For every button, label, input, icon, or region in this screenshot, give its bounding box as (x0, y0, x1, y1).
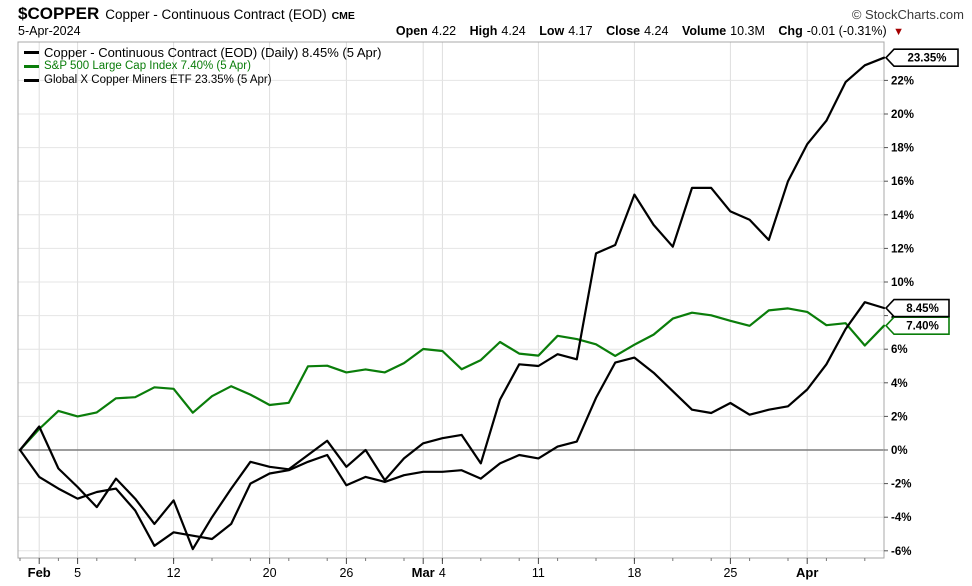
chart-legend: Copper - Continuous Contract (EOD) (Dail… (24, 45, 381, 87)
close-label: Close (606, 24, 641, 38)
series-line-copper-continuous-contract-eod (18, 301, 886, 547)
svg-text:12%: 12% (891, 243, 914, 255)
svg-text:22%: 22% (891, 75, 914, 87)
svg-text:-6%: -6% (891, 546, 911, 558)
legend-item: S&P 500 Large Cap Index 7.40% (5 Apr) (24, 59, 381, 73)
last-value-tag-global-x-copper-miners-etf: 23.35% (884, 48, 959, 68)
last-value-tag-s-p-500-large-cap-index: 7.40% (884, 316, 950, 335)
open-label: Open (395, 24, 428, 38)
svg-text:0%: 0% (891, 445, 908, 457)
close-value: 4.24 (644, 24, 669, 38)
legend-label: S&P 500 Large Cap Index 7.40% (5 Apr) (44, 60, 251, 72)
legend-line-swatch (24, 64, 39, 68)
svg-text:6%: 6% (891, 344, 908, 356)
svg-text:4: 4 (439, 566, 446, 580)
legend-label: Copper - Continuous Contract (EOD) (Dail… (44, 44, 382, 60)
legend-item: Global X Copper Miners ETF 23.35% (5 Apr… (24, 73, 381, 87)
svg-text:8.45%: 8.45% (906, 303, 939, 315)
series-line-global-x-copper-miners-etf (18, 56, 886, 551)
security-name: Copper - Continuous Contract (EOD) (105, 7, 327, 22)
change-down-triangle-icon: ▼ (893, 26, 904, 38)
svg-text:-4%: -4% (891, 512, 911, 524)
svg-text:Apr: Apr (796, 565, 818, 580)
svg-text:Mar: Mar (412, 565, 435, 580)
svg-text:14%: 14% (891, 210, 914, 222)
svg-text:26: 26 (339, 566, 353, 580)
change-value: -0.01 (-0.31%) (806, 24, 887, 38)
quote-row: 5-Apr-2024 Open 4.22 High 4.24 Low 4.17 Clo… (18, 24, 966, 41)
change-label: Chg (778, 24, 803, 38)
svg-text:18%: 18% (891, 143, 914, 155)
svg-text:4%: 4% (891, 378, 908, 390)
legend-line-swatch (24, 78, 39, 82)
svg-text:18: 18 (627, 566, 641, 580)
series-line-s-p-500-large-cap-index (18, 307, 886, 452)
svg-text:2%: 2% (891, 411, 908, 423)
svg-text:20: 20 (263, 566, 277, 580)
svg-text:20%: 20% (891, 109, 914, 121)
low-value: 4.17 (568, 24, 593, 38)
high-label: High (469, 24, 498, 38)
high-value: 4.24 (501, 24, 526, 38)
svg-text:23.35%: 23.35% (907, 53, 946, 65)
ticker-symbol: $COPPER (18, 4, 100, 23)
chart-header: $COPPER Copper - Continuous Contract (EOD… (18, 4, 966, 24)
plot-border (17, 41, 885, 559)
svg-text:11: 11 (532, 566, 545, 580)
legend-item: Copper - Continuous Contract (EOD) (Dail… (24, 44, 382, 60)
exchange-label: CME (331, 10, 355, 22)
svg-text:12: 12 (167, 566, 181, 580)
volume-value: 10.3M (730, 24, 765, 38)
ohlc-strip: Open 4.22 High 4.24 Low 4.17 Close 4.24 Volu… (386, 24, 904, 38)
x-axis-labels: Feb 5 12 20 26 Mar 4 11 18 25 Apr (19, 558, 866, 580)
stockcharts-credit: © StockCharts.com (851, 7, 964, 22)
svg-text:7.40%: 7.40% (906, 321, 939, 333)
legend-label: Global X Copper Miners ETF 23.35% (5 Apr… (44, 74, 272, 86)
last-value-tag-copper-continuous-contract-eod: 8.45% (884, 298, 950, 318)
low-label: Low (539, 24, 565, 38)
quote-date: 5-Apr-2024 (18, 24, 81, 38)
svg-text:25: 25 (723, 566, 737, 580)
svg-text:-2%: -2% (891, 479, 911, 491)
grid (18, 42, 884, 558)
svg-text:10%: 10% (891, 277, 914, 289)
svg-text:5: 5 (74, 566, 81, 580)
svg-text:16%: 16% (891, 176, 914, 188)
legend-line-swatch (24, 50, 39, 54)
svg-text:Feb: Feb (28, 565, 51, 580)
volume-label: Volume (681, 24, 727, 38)
open-value: 4.22 (431, 24, 457, 38)
